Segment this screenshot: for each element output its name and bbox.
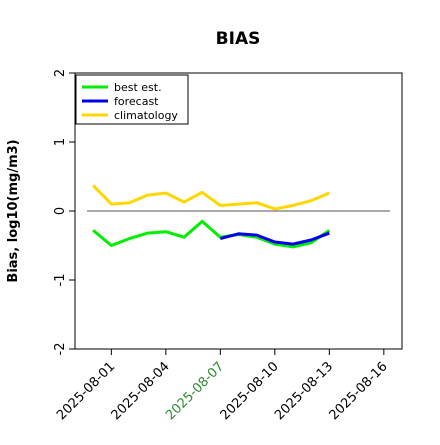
series-segment (219, 231, 330, 246)
series-line (92, 184, 330, 211)
series-segment (92, 219, 331, 249)
legend-label: best est. (114, 81, 162, 94)
y-axis-label: Bias, log10(mg/m3) (6, 139, 21, 282)
legend-label: forecast (114, 95, 159, 108)
y-tick-label: 1 (53, 138, 68, 146)
series-line (92, 219, 331, 249)
legend-label: climatology (114, 109, 178, 122)
x-tick-label: 2025-08-16 (327, 359, 391, 423)
chart-title: BIAS (216, 29, 261, 49)
y-tick-label: 2 (53, 69, 68, 77)
y-tick-label: -2 (53, 343, 68, 356)
series-line (219, 231, 330, 246)
series-segment (92, 184, 330, 211)
y-tick-label: 0 (53, 207, 68, 215)
y-tick-label: -1 (53, 274, 68, 287)
series-layer (92, 184, 331, 249)
